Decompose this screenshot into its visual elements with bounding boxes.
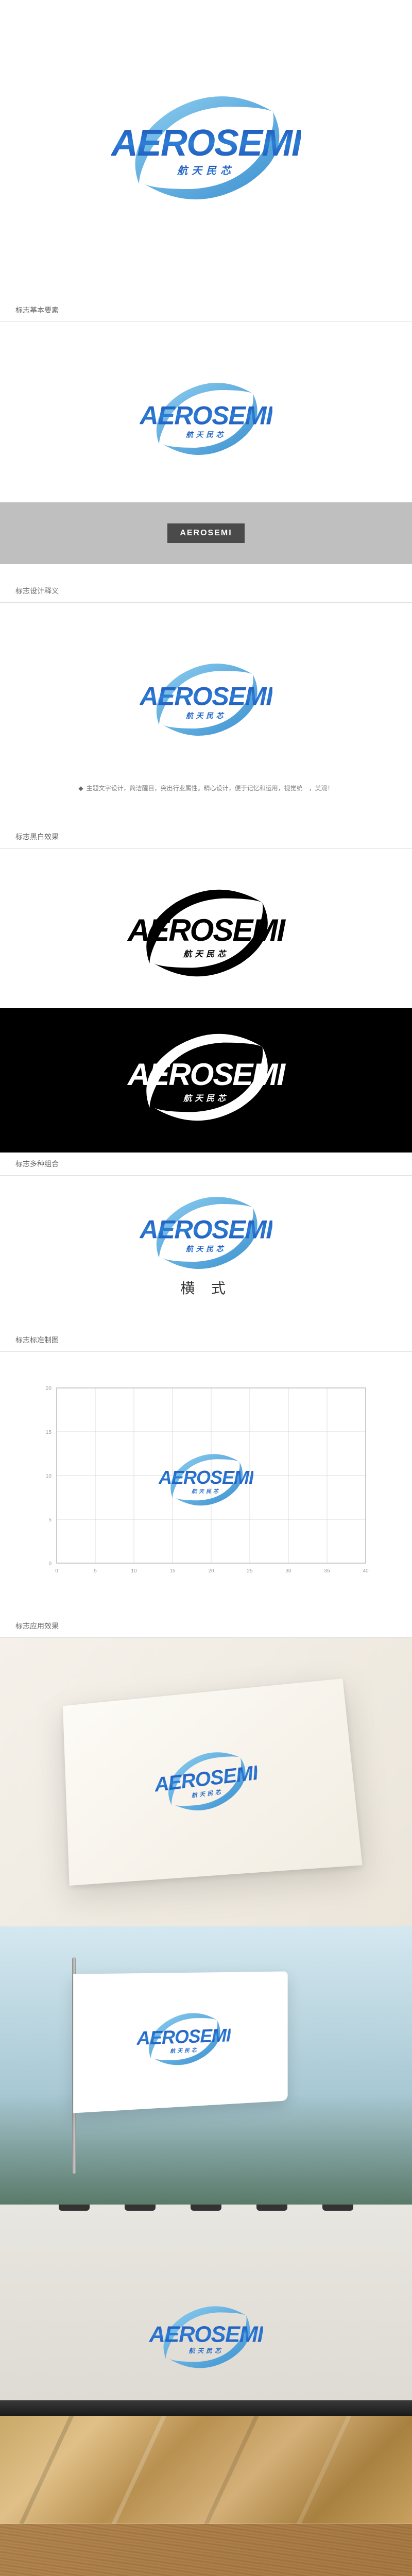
- grid-section: 0 5 10 15 20 25 30 35 40 0 5 10 15 20 AEROSEMI 航天民芯: [0, 1352, 412, 1615]
- combo-label: 横 式: [180, 1277, 232, 1298]
- spotlight-icon: [322, 2205, 353, 2211]
- logo-swoosh-icon: [124, 876, 288, 990]
- flag-cloth: AEROSEMI 航天民芯: [73, 1971, 287, 2113]
- paper-card: AEROSEMI 航天民芯: [63, 1679, 363, 1886]
- spotlight-icon: [191, 2205, 221, 2211]
- svg-text:40: 40: [363, 1568, 369, 1574]
- svg-text:20: 20: [46, 1386, 52, 1392]
- svg-text:0: 0: [48, 1561, 52, 1567]
- mockup-wood: AEROSEMI 航天民芯: [0, 2524, 412, 2576]
- svg-text:0: 0: [55, 1568, 58, 1574]
- combo-section: AEROSEMI 航天民芯 横 式: [0, 1176, 412, 1329]
- logo-meaning: AEROSEMI 航天民芯: [140, 682, 272, 720]
- diamond-icon: ◆: [78, 785, 83, 792]
- svg-text:20: 20: [208, 1568, 214, 1574]
- svg-text:5: 5: [94, 1568, 97, 1574]
- section-title-bw: 标志黑白效果: [0, 825, 412, 849]
- logo-white: AEROSEMI 航天民芯: [128, 1057, 284, 1104]
- bw-section: AEROSEMI 航天民芯 AEROSEMI 航天民芯: [0, 849, 412, 1153]
- logo-text-en: AEROSEMI: [140, 682, 272, 711]
- grid-logo: AEROSEMI 航天民芯: [159, 1467, 253, 1495]
- desk-front: [0, 2416, 412, 2524]
- svg-text:5: 5: [48, 1517, 52, 1523]
- logo-text-en: AEROSEMI: [159, 1467, 253, 1488]
- spotlight-icon: [256, 2205, 287, 2211]
- logo-text-en: AEROSEMI: [136, 2024, 230, 2048]
- wall-lights: [0, 2205, 412, 2220]
- svg-text:15: 15: [46, 1430, 52, 1435]
- svg-text:10: 10: [46, 1473, 52, 1479]
- logo-text-en: AEROSEMI: [149, 2321, 263, 2347]
- svg-text:35: 35: [324, 1568, 330, 1574]
- logo-text-en: AEROSEMI: [140, 1215, 272, 1244]
- section-title-combos: 标志多种组合: [0, 1153, 412, 1176]
- section-title-basic: 标志基本要素: [0, 299, 412, 322]
- mockup-paper: AEROSEMI 航天民芯: [0, 1638, 412, 1926]
- section-title-grid: 标志标准制图: [0, 1329, 412, 1352]
- spotlight-icon: [59, 2205, 90, 2211]
- meaning-body: 主题文字设计，简洁醒目，突出行业属性。精心设计，便于记忆和运用，视觉统一，美观！: [87, 785, 334, 792]
- meaning-text: ◆ 主题文字设计，简洁醒目，突出行业属性。精心设计，便于记忆和运用，视觉统一，美观…: [0, 783, 412, 794]
- wordmark-row: AEROSEMI: [0, 502, 412, 564]
- logo-medium: AEROSEMI 航天民芯: [140, 401, 272, 439]
- bw-on-black: AEROSEMI 航天民芯: [0, 1008, 412, 1153]
- desk-facets: [0, 2416, 412, 2524]
- logo-swoosh-icon: [124, 1021, 288, 1134]
- spotlight-icon: [125, 2205, 156, 2211]
- wordmark-box: AEROSEMI: [167, 523, 244, 543]
- main-logo: AEROSEMI 航天民芯: [111, 122, 301, 177]
- logo-text-en: AEROSEMI: [140, 401, 272, 430]
- meaning-section: AEROSEMI 航天民芯 ◆ 主题文字设计，简洁醒目，突出行业属性。精心设计，便…: [0, 603, 412, 825]
- bw-on-white: AEROSEMI 航天民芯: [0, 864, 412, 1008]
- reception-desk: [0, 2400, 412, 2524]
- wall-logo: AEROSEMI 航天民芯: [111, 2311, 301, 2366]
- svg-text:10: 10: [131, 1568, 137, 1574]
- basic-elements-section: AEROSEMI 航天民芯 AEROSEMI: [0, 322, 412, 580]
- section-title-meaning: 标志设计释义: [0, 580, 412, 603]
- desk-top: [0, 2400, 412, 2416]
- section-title-apps: 标志应用效果: [0, 1615, 412, 1638]
- hero-logo-section: AEROSEMI 航天民芯: [0, 0, 412, 299]
- logo-black: AEROSEMI 航天民芯: [128, 912, 284, 959]
- logo-combo: AEROSEMI 航天民芯: [140, 1215, 272, 1253]
- svg-text:15: 15: [169, 1568, 176, 1574]
- svg-text:30: 30: [285, 1568, 291, 1574]
- svg-text:25: 25: [247, 1568, 253, 1574]
- logo-text-en: AEROSEMI: [111, 122, 301, 164]
- mockup-wall: AEROSEMI 航天民芯: [0, 2205, 412, 2524]
- mockup-flag: AEROSEMI 航天民芯: [0, 1926, 412, 2205]
- grid-container: 0 5 10 15 20 25 30 35 40 0 5 10 15 20 AEROSEMI 航天民芯: [31, 1378, 381, 1584]
